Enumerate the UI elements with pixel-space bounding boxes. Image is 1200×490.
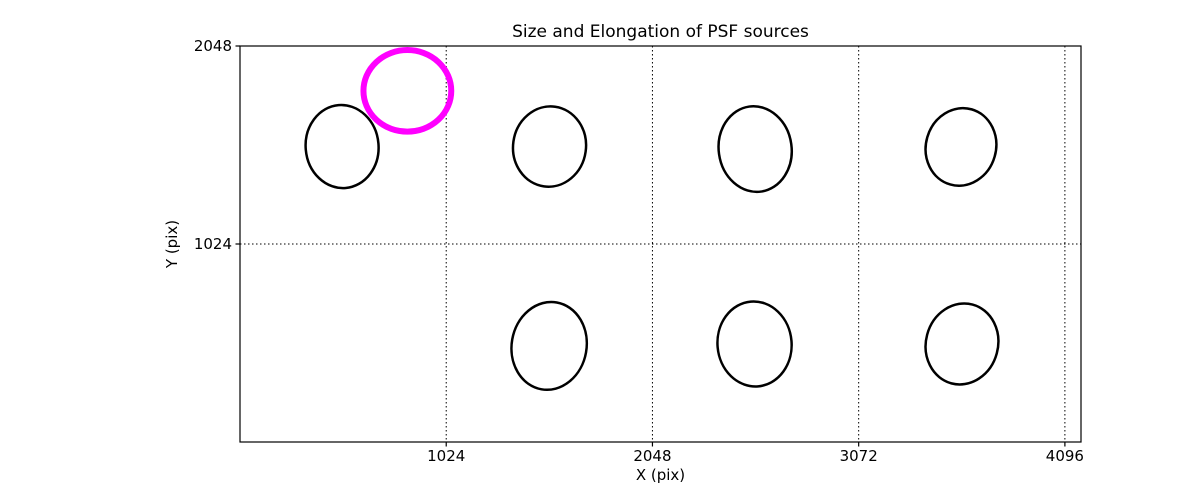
- x-axis-label: X (pix): [635, 466, 686, 484]
- y-tick-label: 2048: [194, 37, 232, 55]
- x-tick-label: 2048: [633, 447, 671, 465]
- x-tick-label: 4096: [1046, 447, 1084, 465]
- x-tick-label: 1024: [427, 447, 465, 465]
- psf-ellipse: [924, 106, 998, 187]
- psf-ellipse: [716, 300, 793, 388]
- psf-ellipse: [924, 302, 1000, 386]
- psf-ellipse: [304, 103, 380, 190]
- psf-ellipse: [510, 300, 589, 392]
- y-tick-label: 1024: [194, 235, 232, 253]
- psf-ellipse: [717, 105, 793, 194]
- psf-ellipse: [511, 105, 588, 188]
- psf-ellipse-highlighted: [360, 47, 455, 135]
- plot-title: Size and Elongation of PSF sources: [512, 22, 809, 42]
- x-tick-label: 3072: [840, 447, 878, 465]
